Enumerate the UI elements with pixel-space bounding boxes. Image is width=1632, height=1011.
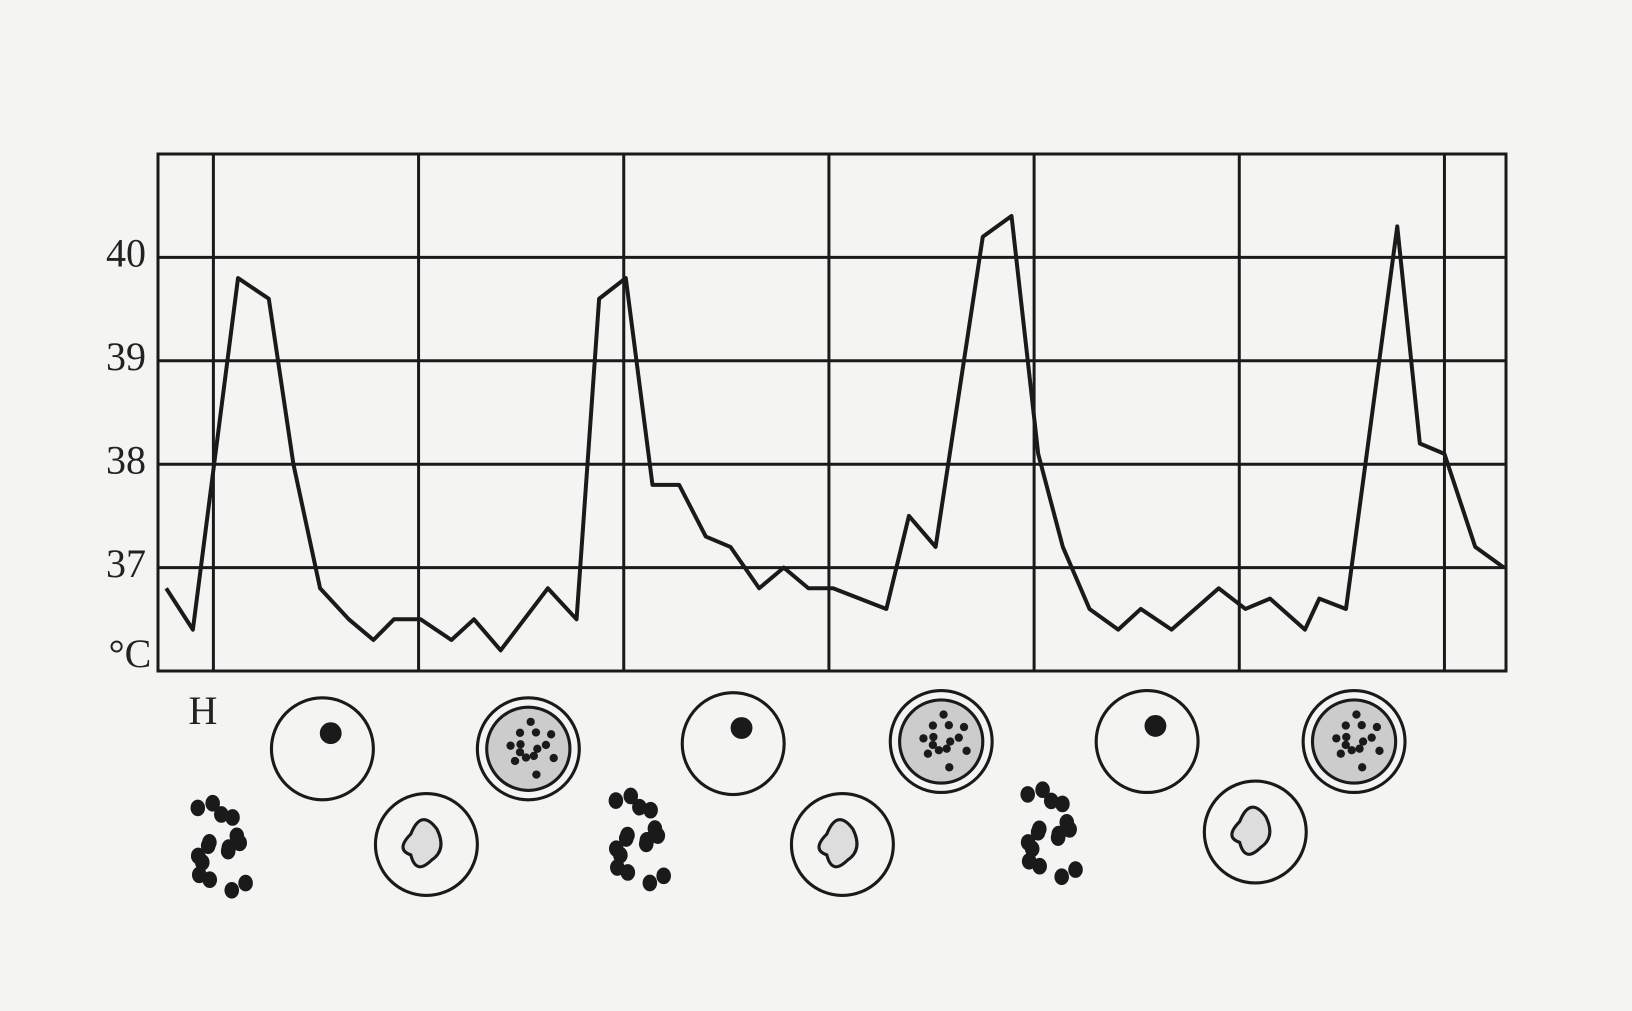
schizont-dot [542, 741, 550, 749]
schizont-dot [506, 741, 514, 749]
schizont-dot [1332, 734, 1340, 742]
schizont-dot [945, 721, 953, 729]
merozoite [1022, 853, 1037, 870]
merozoite [192, 866, 207, 883]
amoeboid-trophozoite [403, 820, 441, 867]
cell-ring [682, 693, 784, 795]
schizont-dot [946, 737, 954, 745]
merozoite [651, 827, 666, 844]
schizont-dot [550, 754, 558, 762]
schizont-dot [960, 723, 968, 731]
schizont-dot [1358, 721, 1366, 729]
merozoite [609, 792, 624, 809]
schizont-dot [533, 745, 541, 753]
schizont-dot [1373, 723, 1381, 731]
schizont-dot [929, 721, 937, 729]
y-tick-label: 37 [106, 541, 146, 586]
merozoite [191, 848, 206, 865]
merozoite [1035, 781, 1050, 798]
schizont-dot [1342, 721, 1350, 729]
merozoite [610, 859, 625, 876]
schizont-dot [516, 729, 524, 737]
schizont-dot [516, 748, 524, 756]
merozoite [205, 795, 220, 812]
merozoite [1021, 834, 1036, 851]
schizont-dot [955, 733, 963, 741]
merozoite [191, 800, 206, 817]
temperature-line [166, 216, 1504, 650]
merozoite [656, 867, 671, 884]
ring-parasite [1146, 717, 1165, 736]
merozoite [623, 788, 638, 805]
schizont-dot [1337, 750, 1345, 758]
y-axis-label: °C [109, 631, 152, 676]
merozoite [1055, 796, 1070, 813]
merozoite [1032, 821, 1047, 838]
merozoite [238, 875, 253, 892]
schizont-dot [1359, 737, 1367, 745]
merozoite [224, 882, 239, 899]
y-tick-label: 39 [106, 334, 146, 379]
merozoite [1054, 868, 1069, 885]
cell-illustrations [191, 691, 1406, 899]
schizont-dot [1352, 710, 1360, 718]
cell-ring [1096, 691, 1198, 793]
merozoite [1068, 861, 1083, 878]
plot-frame [158, 154, 1506, 671]
merozoite [202, 834, 217, 851]
schizont-dot [962, 747, 970, 755]
merozoite [609, 840, 624, 857]
chart: °C Н 37 38 39 40 [0, 0, 1632, 1011]
schizont-dot [939, 710, 947, 718]
schizont-dot [532, 728, 540, 736]
merozoite [1062, 821, 1077, 838]
schizont-dot [943, 745, 951, 753]
schizont-dot [1355, 745, 1363, 753]
ring-parasite [321, 724, 340, 743]
schizont-dot [1375, 747, 1383, 755]
schizont-dot [530, 752, 538, 760]
schizont-dot [1342, 741, 1350, 749]
schizont-dot [924, 750, 932, 758]
schizont-dot [1342, 733, 1350, 741]
schizont-dot [929, 733, 937, 741]
schizont-dot [527, 718, 535, 726]
merozoite [232, 835, 247, 852]
schizont-dot [532, 770, 540, 778]
schizont-dot [547, 730, 555, 738]
schizont-dot [945, 763, 953, 771]
schizont-dot [511, 757, 519, 765]
merozoite [620, 827, 635, 844]
schizont-dot [919, 734, 927, 742]
ring-parasite [732, 719, 751, 738]
merozoite [1020, 786, 1035, 803]
merozoite [643, 875, 658, 892]
schizont-dot [516, 740, 524, 748]
amoeboid-trophozoite [1232, 807, 1270, 854]
merozoite [643, 802, 658, 819]
schizont-dot [1358, 763, 1366, 771]
schizont-dot [1368, 733, 1376, 741]
amoeboid-trophozoite [819, 820, 857, 867]
y-tick-label: 40 [106, 231, 146, 276]
cell-ring [271, 698, 373, 800]
y-tick-label: 38 [106, 437, 146, 482]
x-axis-label: Н [189, 688, 218, 733]
schizont-dot [929, 741, 937, 749]
merozoite [225, 809, 240, 826]
